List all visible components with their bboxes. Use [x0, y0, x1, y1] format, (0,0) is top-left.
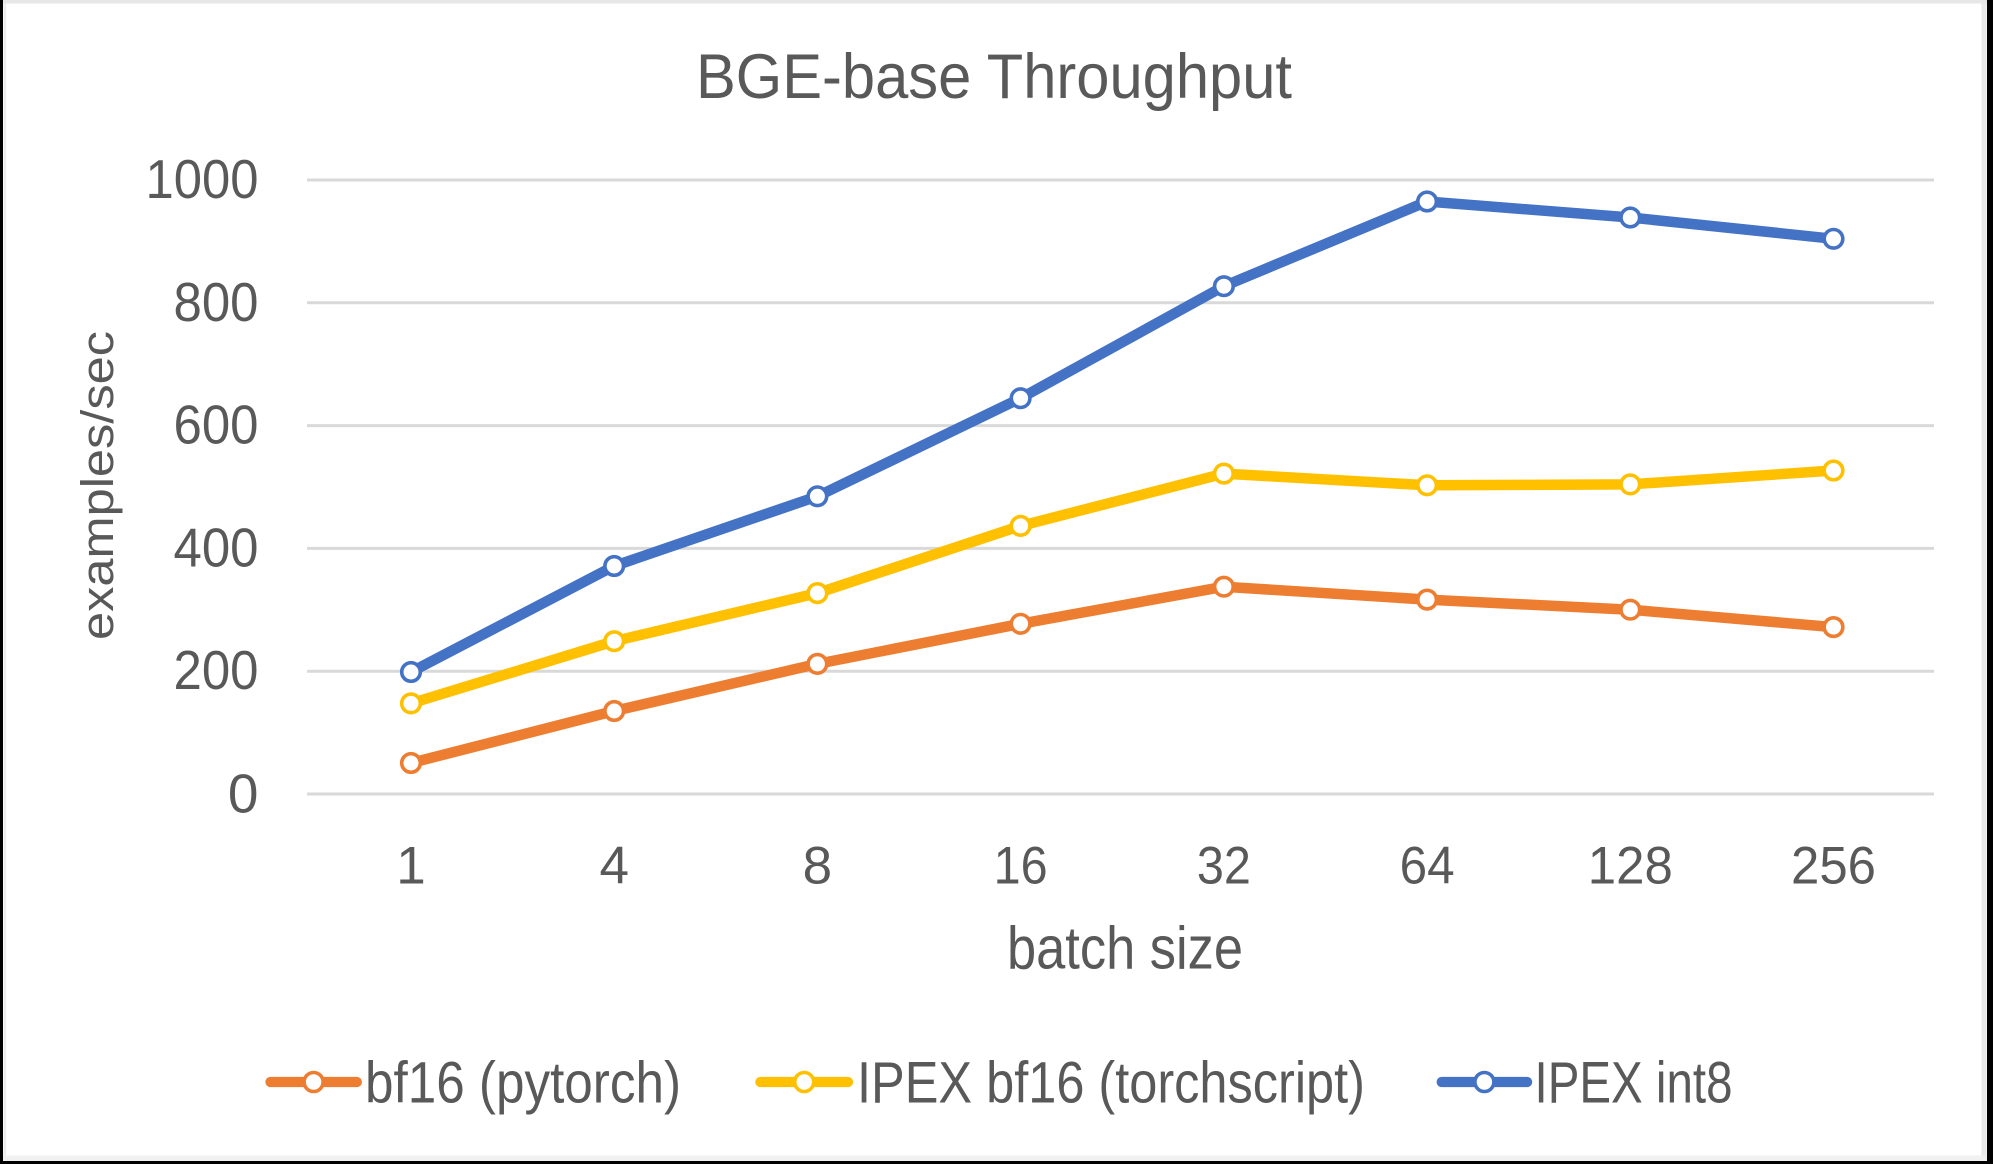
svg-text:batch size: batch size: [1007, 915, 1243, 982]
svg-text:128: 128: [1588, 837, 1673, 896]
svg-text:IPEX int8: IPEX int8: [1535, 1051, 1733, 1116]
svg-text:32: 32: [1197, 837, 1251, 896]
svg-text:IPEX bf16 (torchscript): IPEX bf16 (torchscript): [857, 1051, 1365, 1116]
svg-text:4: 4: [599, 837, 628, 896]
svg-text:400: 400: [174, 516, 259, 578]
svg-text:800: 800: [174, 271, 259, 333]
svg-text:1000: 1000: [146, 148, 259, 210]
svg-text:16: 16: [994, 837, 1048, 896]
svg-text:600: 600: [174, 394, 259, 456]
svg-text:1: 1: [396, 837, 425, 896]
svg-text:200: 200: [174, 639, 259, 701]
svg-text:BGE-base Throughput: BGE-base Throughput: [696, 42, 1292, 112]
svg-text:bf16 (pytorch): bf16 (pytorch): [365, 1051, 681, 1116]
svg-text:64: 64: [1400, 837, 1455, 896]
svg-text:8: 8: [803, 837, 832, 896]
svg-text:examples/sec: examples/sec: [72, 331, 123, 640]
svg-text:256: 256: [1791, 837, 1876, 896]
svg-text:0: 0: [228, 763, 259, 825]
